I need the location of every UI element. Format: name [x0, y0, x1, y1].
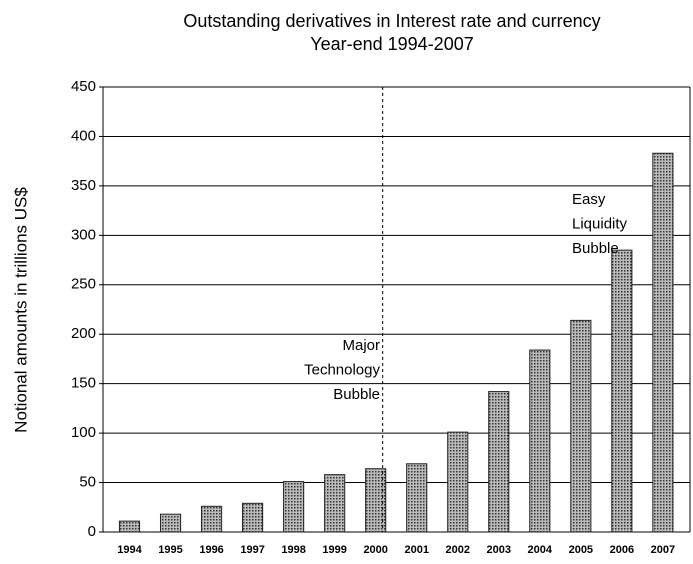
- x-tick-label: 1998: [281, 544, 305, 556]
- bar: [488, 391, 510, 533]
- y-tick-label: 400: [71, 127, 96, 144]
- bar: [570, 319, 592, 533]
- x-tick-label: 1996: [199, 544, 223, 556]
- x-tick-label: 2003: [487, 544, 511, 556]
- x-tick-label: 1999: [322, 544, 346, 556]
- y-axis-label: Notional amounts in trillions US$: [11, 187, 30, 433]
- bar: [365, 468, 387, 533]
- x-tick-label: 2005: [569, 544, 593, 556]
- bar: [447, 431, 469, 533]
- annotation: Bubble: [572, 240, 619, 257]
- bar: [201, 505, 223, 533]
- annotation: Liquidity: [572, 215, 628, 232]
- x-tick-label: 2007: [651, 544, 675, 556]
- bar: [283, 481, 305, 533]
- y-tick-label: 50: [79, 474, 96, 491]
- y-tick-label: 0: [88, 523, 96, 540]
- x-tick-label: 2002: [446, 544, 470, 556]
- x-tick-label: 1994: [117, 544, 142, 556]
- annotation: Technology: [304, 361, 380, 378]
- y-tick-label: 250: [71, 276, 96, 293]
- bar: [406, 463, 428, 533]
- annotation: Major: [342, 337, 380, 354]
- y-tick-label: 150: [71, 375, 96, 392]
- bar: [324, 474, 346, 533]
- y-tick-label: 200: [71, 325, 96, 342]
- x-tick-label: 2000: [363, 544, 387, 556]
- annotation: Bubble: [333, 386, 380, 403]
- bar: [159, 513, 182, 533]
- x-tick-label: 1997: [240, 544, 264, 556]
- chart-title: Outstanding derivatives in Interest rate…: [183, 11, 600, 31]
- x-tick-label: 2001: [404, 544, 428, 556]
- x-tick-label: 2004: [528, 544, 553, 556]
- x-tick-label: 2006: [610, 544, 634, 556]
- bar: [611, 249, 633, 533]
- y-tick-label: 450: [71, 78, 96, 95]
- bar: [118, 520, 141, 533]
- bar: [242, 502, 264, 533]
- bar: [529, 349, 551, 533]
- annotation: Easy: [572, 191, 606, 208]
- y-tick-label: 350: [71, 177, 96, 194]
- y-tick-label: 300: [71, 226, 96, 243]
- chart-subtitle: Year-end 1994-2007: [310, 34, 473, 54]
- y-tick-label: 100: [71, 424, 96, 441]
- x-tick-label: 1995: [158, 544, 182, 556]
- bar: [652, 152, 674, 533]
